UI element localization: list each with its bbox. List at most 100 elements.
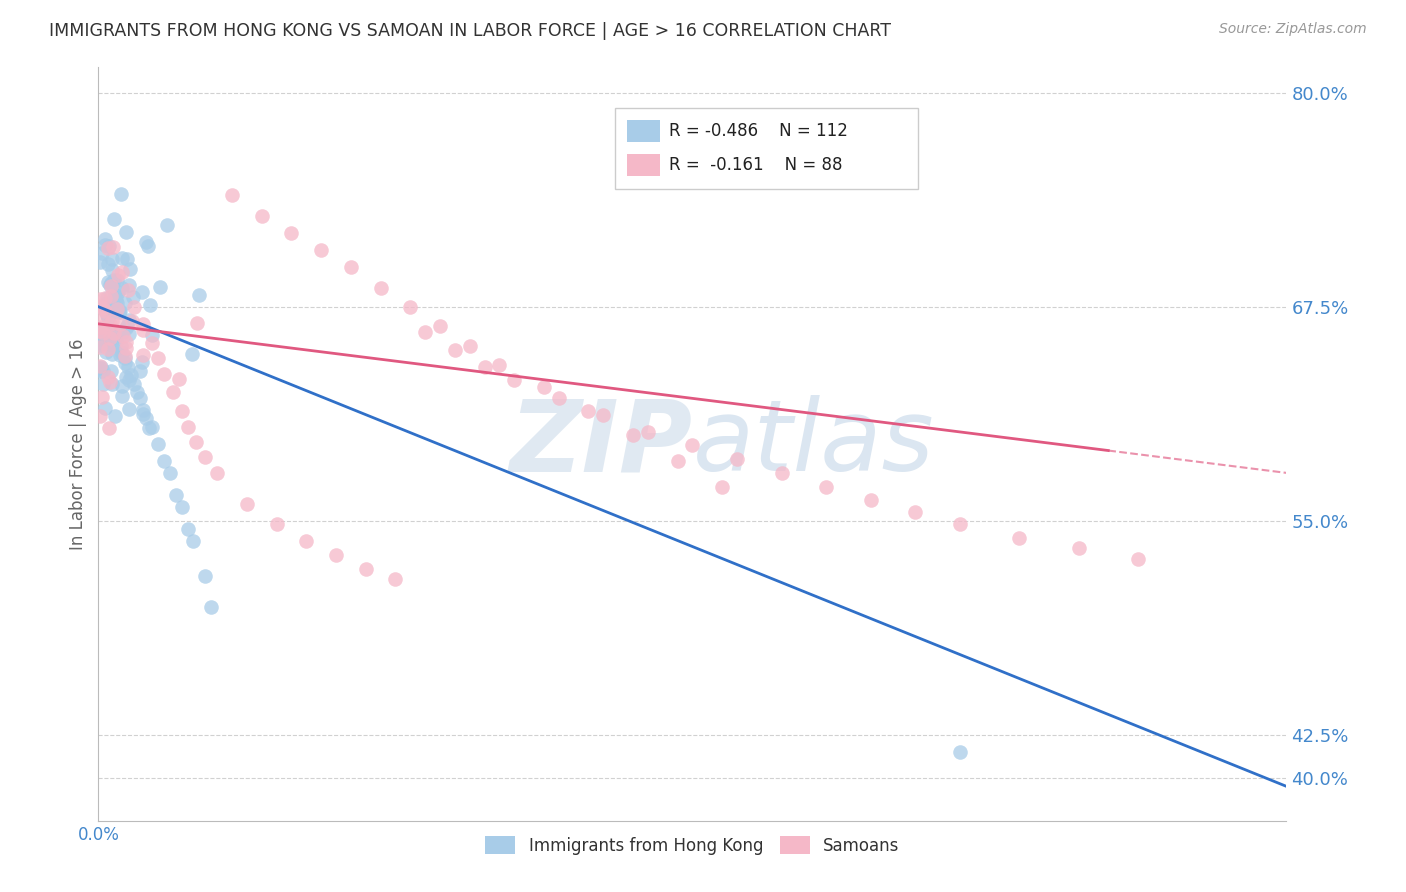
FancyBboxPatch shape (616, 108, 918, 189)
Point (221, 188, 243, 202)
Point (194, 568, 217, 582)
Point (115, 341, 138, 355)
Point (97, 369, 120, 384)
Point (149, 280, 172, 294)
Point (91, 337, 114, 351)
Point (101, 347, 124, 361)
Point (280, 226, 302, 240)
Point (91, 326, 114, 341)
Point (107, 285, 129, 300)
Point (100, 289, 122, 303)
Point (1126, 551, 1149, 566)
Point (107, 305, 129, 319)
Point (100, 377, 122, 392)
Point (93, 323, 115, 337)
Point (104, 409, 127, 423)
Point (156, 218, 179, 232)
Point (105, 296, 128, 310)
Point (90, 300, 112, 314)
Point (97, 241, 120, 255)
Point (117, 283, 139, 297)
Point (114, 349, 136, 363)
Point (103, 211, 125, 226)
Point (141, 335, 163, 350)
Point (117, 326, 139, 341)
Y-axis label: In Labor Force | Age > 16: In Labor Force | Age > 16 (69, 338, 87, 549)
Point (176, 419, 198, 434)
Point (90, 359, 112, 374)
Point (592, 408, 614, 422)
Point (236, 497, 259, 511)
Point (132, 317, 155, 331)
Point (94, 237, 117, 252)
Point (503, 373, 526, 387)
Point (98, 303, 121, 318)
Point (96, 291, 118, 305)
Point (325, 548, 347, 562)
Point (111, 379, 134, 393)
Point (104, 328, 127, 343)
Point (162, 385, 184, 400)
Point (165, 488, 187, 502)
Point (115, 252, 138, 266)
Point (666, 454, 689, 468)
Point (146, 351, 169, 365)
Point (120, 368, 142, 383)
Point (132, 407, 155, 421)
Point (100, 276, 122, 290)
Point (97, 342, 120, 356)
Point (89, 360, 111, 375)
Point (474, 359, 496, 374)
Point (98, 277, 121, 292)
Point (135, 411, 157, 425)
Point (250, 209, 273, 223)
Point (97, 238, 120, 252)
Point (94, 292, 117, 306)
Point (91, 364, 114, 378)
Text: Source: ZipAtlas.com: Source: ZipAtlas.com (1219, 22, 1367, 37)
Point (122, 376, 145, 391)
Point (114, 356, 136, 370)
Point (205, 466, 228, 480)
Point (125, 385, 148, 400)
Point (1008, 531, 1031, 545)
Point (118, 372, 141, 386)
Point (96, 298, 118, 312)
Point (100, 263, 122, 277)
Point (94, 325, 117, 339)
Point (93, 232, 115, 246)
Text: R =  -0.161    N = 88: R = -0.161 N = 88 (669, 156, 842, 174)
Point (91, 377, 114, 392)
Point (370, 281, 392, 295)
Point (141, 419, 163, 434)
Point (118, 313, 141, 327)
Point (89, 409, 111, 424)
Point (96, 308, 118, 322)
Point (105, 293, 128, 308)
Point (152, 454, 174, 468)
Point (340, 260, 363, 275)
Point (188, 287, 211, 301)
Point (104, 289, 127, 303)
Point (138, 421, 160, 435)
Point (108, 303, 131, 318)
Bar (627, 120, 661, 142)
Point (100, 327, 122, 342)
Point (107, 268, 129, 282)
Point (129, 364, 152, 378)
Point (132, 402, 155, 417)
Point (135, 235, 157, 249)
Point (111, 389, 134, 403)
Point (101, 314, 124, 328)
Point (107, 305, 129, 319)
Point (100, 325, 122, 339)
Point (949, 517, 972, 532)
Point (114, 351, 136, 366)
Point (115, 370, 138, 384)
Point (118, 401, 141, 416)
Point (170, 404, 193, 418)
Point (152, 367, 174, 381)
Point (96, 310, 118, 325)
Point (711, 480, 734, 494)
Point (101, 252, 124, 266)
